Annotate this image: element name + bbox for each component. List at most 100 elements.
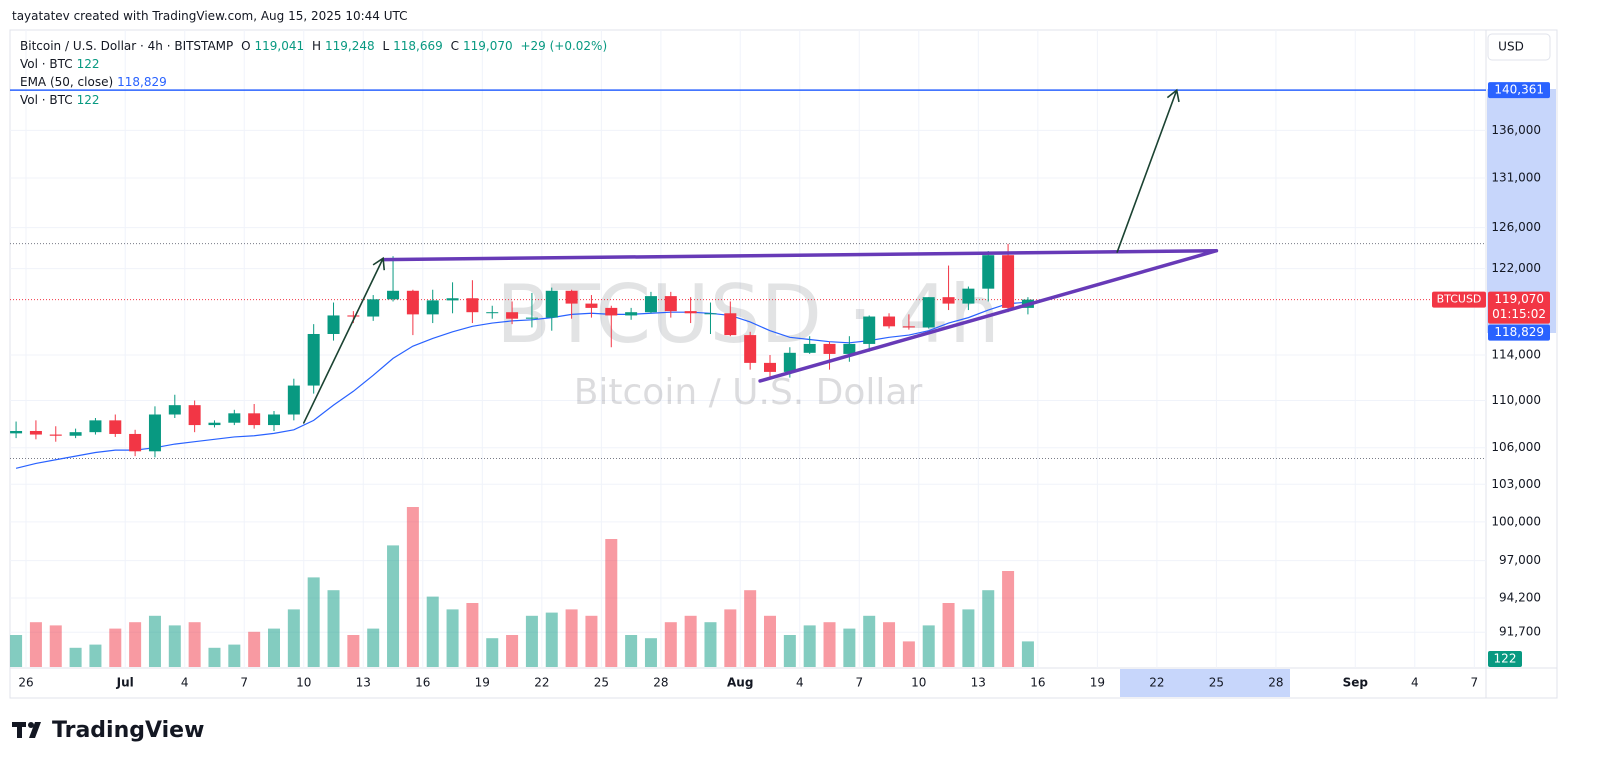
last-price-tag (1488, 291, 1550, 324)
candle-body (387, 290, 400, 300)
candle-body (446, 298, 459, 301)
candle-body (863, 316, 876, 344)
x-tick-label: 13 (971, 676, 986, 690)
candle-body (426, 300, 439, 315)
candle-body (803, 343, 816, 353)
candle-body (883, 316, 896, 327)
x-tick-label: 4 (796, 676, 804, 690)
ema-tag-label: 118,829 (1494, 325, 1544, 339)
candle-body (89, 420, 102, 433)
y-tick-label: 126,000 (1491, 220, 1541, 234)
ohlc-value: 119,070 (463, 39, 513, 53)
legend: Bitcoin / U.S. Dollar · 4h · BITSTAMP O 1… (20, 37, 611, 109)
volume-tag (1488, 651, 1522, 667)
volume-bar (902, 641, 915, 667)
plot (10, 88, 1486, 667)
volume-bar (585, 615, 598, 667)
indicator-name: Vol · BTC (20, 93, 73, 107)
currency-button[interactable] (1487, 33, 1551, 61)
volume-bar (168, 625, 181, 667)
target-tag-label: 140,361 (1494, 83, 1544, 97)
volume-bar (327, 590, 340, 667)
axes: 91,700 94,200 97,000 100,000 103,000 106,000 1… (18, 82, 1550, 690)
volume-bar (704, 622, 717, 667)
volume-bar (1021, 641, 1034, 667)
candle-body (49, 434, 62, 436)
candle-body (29, 430, 42, 435)
legend-row: Bitcoin / U.S. Dollar · 4h · BITSTAMP O 1… (20, 37, 611, 55)
volume-bar (268, 628, 280, 667)
candle-body (684, 311, 697, 314)
ohlc-value: 118,669 (393, 39, 443, 53)
volume-bar (982, 590, 995, 667)
x-tick-label: 19 (475, 676, 490, 690)
volume-bar (248, 631, 261, 667)
volume-bar (307, 577, 320, 667)
volume-bar (486, 638, 499, 667)
volume-bar (466, 603, 479, 667)
volume-bar (287, 609, 300, 667)
y-tick-label: 136,000 (1491, 123, 1541, 137)
indicator-value: 118,829 (117, 75, 167, 89)
candle-body (724, 313, 737, 336)
x-tick-label: 28 (653, 676, 668, 690)
symbol-tag (1432, 291, 1486, 308)
legend-row: Vol · BTC 122 (20, 91, 611, 109)
y-tick-label: 91,700 (1499, 625, 1541, 639)
ohlc-value: 119,248 (325, 39, 375, 53)
x-tick-label: 4 (1411, 676, 1419, 690)
candle-body (287, 385, 300, 415)
volume-bar (883, 622, 896, 667)
currency[interactable]: USD (1498, 40, 1524, 54)
symbol-title: Bitcoin / U.S. Dollar · 4h · BITSTAMP (20, 39, 234, 53)
y-tick-label: 94,200 (1499, 590, 1541, 604)
x-tick-label: Jul (116, 676, 134, 690)
volume-bar (664, 622, 677, 667)
candle-body (545, 290, 558, 318)
y-tick-label: 110,000 (1491, 393, 1541, 407)
volume-bar (129, 622, 142, 667)
candle-body (664, 296, 677, 312)
volume-bar (823, 622, 836, 667)
candle-body (466, 298, 479, 313)
candle-body (982, 255, 995, 289)
volume-bar (803, 625, 816, 667)
y-tick-label: 100,000 (1491, 514, 1541, 528)
candle-body (942, 297, 955, 304)
volume-bar (605, 539, 618, 667)
volume-bar (843, 628, 856, 667)
volume-bar (89, 644, 102, 667)
volume-bar (942, 603, 955, 667)
change: +29 (+0.02%) (520, 39, 608, 53)
y-tick-label: 114,000 (1491, 348, 1541, 362)
candle-body (148, 414, 161, 452)
ohlc-key: O (241, 39, 251, 53)
candle-body (10, 430, 23, 434)
volume-bar (644, 638, 657, 667)
tradingview-logo-icon (12, 722, 41, 738)
candle-body (922, 297, 935, 328)
ema-line (15, 301, 1028, 469)
last-price-label: 119,070 (1494, 292, 1544, 306)
volume-bar (148, 615, 161, 667)
candle-body (327, 315, 340, 334)
volume-bar (922, 625, 935, 667)
volume-bar (962, 609, 975, 667)
x-tick-label: 13 (356, 676, 371, 690)
chart-frame (9, 29, 1558, 699)
candle-body (367, 299, 380, 317)
volume-bar (545, 612, 558, 667)
arrow-head (1166, 88, 1180, 103)
volume-bar (506, 635, 519, 667)
volume-tag-label: 122 (1494, 652, 1517, 666)
candle-body (585, 303, 598, 308)
candle-body (168, 405, 181, 415)
volume-bar (1002, 571, 1015, 667)
candle-body (268, 414, 280, 426)
volume-bar (228, 644, 241, 667)
candle-body (129, 433, 142, 452)
x-tick-label: Aug (727, 676, 753, 690)
x-tick-label: Sep (1343, 676, 1369, 690)
volume-bar (387, 545, 400, 667)
